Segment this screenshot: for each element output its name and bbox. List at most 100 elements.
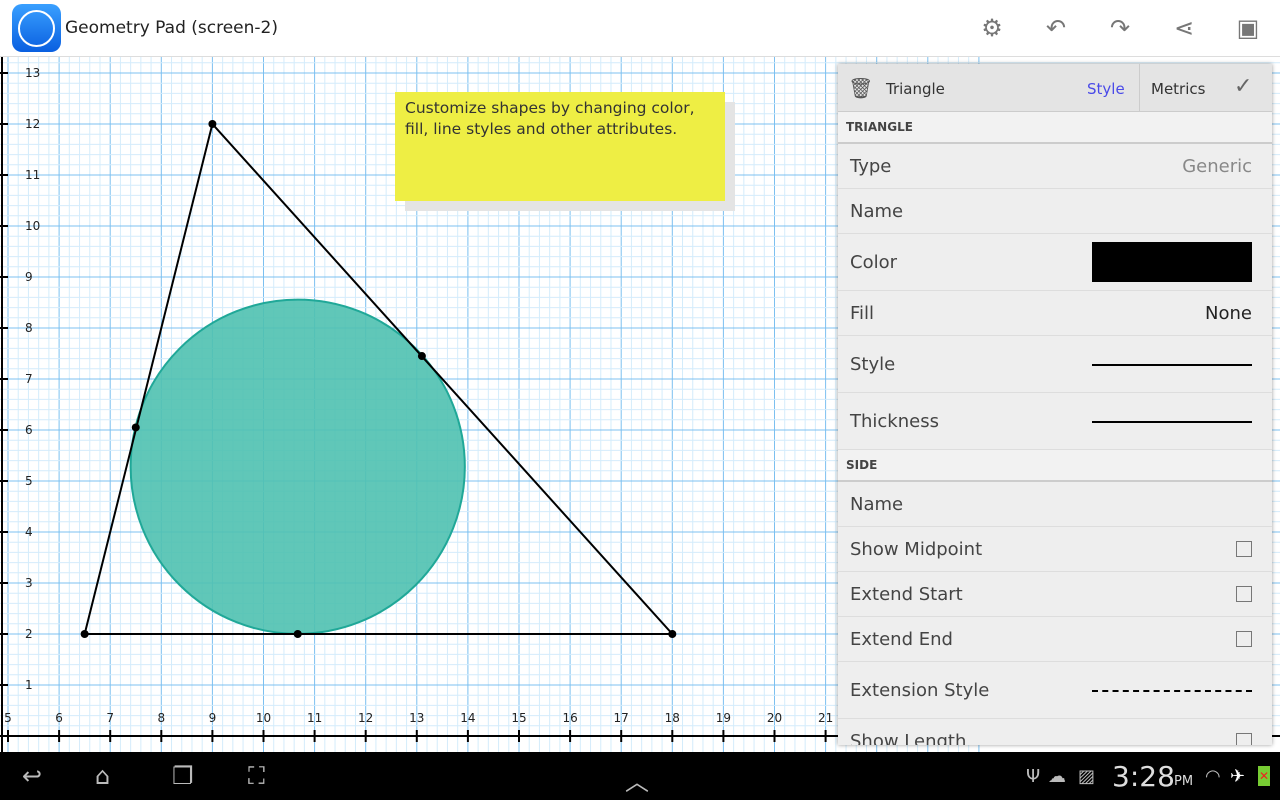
x-tick-label: 6 [55,711,63,725]
thickness-preview [1092,421,1252,423]
x-tick-label: 12 [358,711,373,725]
share-icon[interactable]: ⋖ [1173,14,1195,42]
recent-apps-icon[interactable]: ❐ [172,762,194,790]
row-style[interactable]: Style [838,336,1272,393]
color-swatch[interactable] [1092,242,1252,282]
y-tick-label: 10 [25,219,40,233]
clock-ampm: PM [1174,774,1194,789]
style-label: Style [850,354,896,375]
extension-style-preview [1092,690,1252,692]
row-show-midpoint[interactable]: Show Midpoint [838,527,1272,572]
app-logo-icon[interactable] [12,4,61,52]
tip-note: Customize shapes by changing color, fill… [395,92,725,201]
row-show-length[interactable]: Show Length [838,719,1272,745]
y-tick-label: 4 [25,525,33,539]
tab-metrics[interactable]: Metrics [1151,80,1206,98]
panel-title: Triangle [886,80,945,98]
y-tick-label: 6 [25,423,33,437]
y-tick-label: 9 [25,270,33,284]
thickness-label: Thickness [850,411,939,432]
y-tick-label: 12 [25,117,40,131]
extend-end-label: Extend End [850,629,953,650]
action-bar: Geometry Pad (screen-2) ⚙ ↶ ↷ ⋖ ▣ [0,0,1280,57]
usb-icon: Ψ [1026,766,1041,787]
x-tick-label: 5 [4,711,12,725]
vertex-point [131,423,140,432]
show-length-label: Show Length [850,731,967,745]
extension-style-label: Extension Style [850,680,990,701]
extend-end-checkbox[interactable] [1236,631,1252,647]
y-tick-label: 13 [25,66,40,80]
show-length-checkbox[interactable] [1236,733,1252,745]
extend-start-checkbox[interactable] [1236,586,1252,602]
y-tick-label: 8 [25,321,33,335]
x-tick-label: 7 [106,711,114,725]
y-tick-label: 2 [25,627,33,641]
show-midpoint-label: Show Midpoint [850,539,983,560]
x-tick-label: 17 [614,711,629,725]
screenshot-icon[interactable]: ⛶ [248,762,265,790]
section-side: SIDE [838,450,1272,482]
undo-icon[interactable]: ↶ [1045,14,1067,42]
row-extend-end[interactable]: Extend End [838,617,1272,662]
app-title: Geometry Pad (screen-2) [65,18,278,38]
y-tick-label: 3 [25,576,33,590]
x-tick-label: 8 [157,711,165,725]
triangle [83,121,675,635]
y-tick-label: 5 [25,474,33,488]
tip-text: Customize shapes by changing color, fill… [405,99,695,138]
x-tick-label: 11 [307,711,322,725]
cloud-upload-icon: ☁ [1048,766,1066,787]
check-icon[interactable]: ✓ [1234,74,1253,99]
show-midpoint-checkbox[interactable] [1236,541,1252,557]
side-name-label: Name [850,494,904,515]
tab-style[interactable]: Style [1087,80,1125,98]
vertex-point [80,630,89,638]
x-tick-label: 14 [460,711,475,725]
row-thickness[interactable]: Thickness [838,393,1272,450]
battery-icon: ✕ [1258,766,1270,786]
x-tick-label: 15 [511,711,526,725]
row-extension-style[interactable]: Extension Style [838,662,1272,719]
x-tick-label: 13 [409,711,424,725]
image-icon: ▨ [1078,766,1096,787]
back-icon[interactable]: ↩ [22,762,43,790]
type-value: Generic [1182,156,1252,177]
properties-panel: 🗑 Triangle Style Metrics ✓ TRIANGLE Type… [838,64,1272,745]
row-extend-start[interactable]: Extend Start [838,572,1272,617]
x-tick-label: 16 [562,711,577,725]
x-tick-label: 21 [818,711,833,725]
redo-icon[interactable]: ↷ [1109,14,1131,42]
y-tick-label: 7 [25,372,33,386]
system-nav-bar: ↩ ⌂ ❐ ⛶ ︿ Ψ ☁ ▨ 3:28 PM ◠ ✈ ✕ [0,752,1280,800]
name-label: Name [850,201,904,222]
x-tick-label: 9 [209,711,217,725]
home-icon[interactable]: ⌂ [95,762,111,790]
x-tick-label: 19 [716,711,731,725]
row-color[interactable]: Color [838,234,1272,291]
save-icon[interactable]: ▣ [1236,14,1260,42]
extend-start-label: Extend Start [850,584,963,605]
trash-icon[interactable]: 🗑 [848,76,874,100]
vertex-point [668,630,677,638]
gear-icon[interactable]: ⚙ [981,14,1003,42]
row-type[interactable]: Type Generic [838,144,1272,189]
chevron-up-icon[interactable]: ︿ [625,768,649,796]
type-label: Type [850,156,892,177]
vertex-point [417,352,426,361]
airplane-icon: ✈ [1230,766,1246,787]
color-label: Color [850,252,897,273]
row-side-name[interactable]: Name [838,482,1272,527]
section-triangle: TRIANGLE [838,112,1272,144]
clock-time: 3:28 [1112,760,1175,793]
y-tick-label: 1 [25,678,33,692]
vertex-point [293,630,302,638]
row-fill[interactable]: Fill None [838,291,1272,336]
x-tick-label: 18 [665,711,680,725]
vertex-point [208,120,217,128]
style-preview [1092,364,1252,366]
x-tick-label: 10 [256,711,271,725]
y-tick-label: 11 [25,168,40,182]
row-name[interactable]: Name [838,189,1272,234]
x-tick-label: 20 [767,711,782,725]
